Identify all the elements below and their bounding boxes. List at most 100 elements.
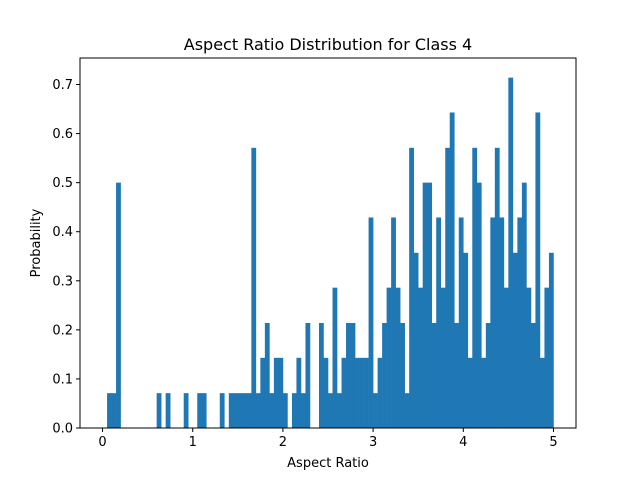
histogram-bar <box>355 357 360 428</box>
histogram-bar <box>278 357 284 428</box>
histogram-bar <box>219 393 225 428</box>
histogram-bar <box>503 287 509 428</box>
histogram-bar <box>526 287 532 428</box>
histogram-bar <box>490 217 496 428</box>
histogram-bar <box>467 357 473 428</box>
histogram-bar <box>413 252 419 428</box>
histogram-bar <box>463 252 469 428</box>
histogram-bar <box>472 147 478 429</box>
histogram-bar <box>544 287 550 428</box>
histogram-bar <box>260 357 266 428</box>
histogram-bar <box>328 393 333 428</box>
histogram-bar <box>107 393 112 428</box>
histogram-bar <box>156 393 162 428</box>
histogram-bar <box>454 322 460 428</box>
histogram-bar <box>391 217 396 428</box>
histogram-bar <box>530 322 536 428</box>
histogram-bar <box>296 357 302 428</box>
x-tick-label: 0 <box>98 435 106 450</box>
histogram-bar <box>305 322 311 428</box>
y-ticks-group: 0.0 0.1 0.2 0.3 0.4 0.5 0.6 0.7 <box>52 78 80 437</box>
chart-title: Aspect Ratio Distribution for Class 4 <box>184 35 472 54</box>
histogram-bar <box>539 357 545 428</box>
histogram-bar <box>364 357 369 428</box>
y-tick-label: 0.7 <box>52 78 73 93</box>
histogram-bar <box>418 287 423 428</box>
y-tick-label: 0.2 <box>52 323 73 338</box>
x-tick-label: 5 <box>549 435 557 450</box>
histogram-bar <box>269 393 275 428</box>
y-tick-label: 0.6 <box>52 127 73 142</box>
axes-frame <box>79 57 577 429</box>
histogram-bar <box>242 393 248 428</box>
histogram-bar <box>251 147 257 429</box>
histogram-bar <box>359 357 365 428</box>
y-axis-label: Probability <box>29 208 44 277</box>
bars-group <box>107 77 554 429</box>
x-tick-label: 3 <box>369 435 377 450</box>
histogram-bar <box>548 252 554 428</box>
x-tick-label: 1 <box>189 435 197 450</box>
histogram-bar <box>350 322 356 428</box>
histogram-bar <box>332 287 338 428</box>
histogram-bar <box>368 217 374 428</box>
histogram-bar <box>233 393 239 428</box>
histogram-bar <box>431 322 437 428</box>
y-tick-label: 0.3 <box>52 274 73 289</box>
histogram-bar <box>476 182 482 428</box>
histogram-bar <box>440 287 446 428</box>
x-ticks-group: 0 1 2 3 4 5 <box>98 428 558 450</box>
histogram-bar <box>228 393 234 428</box>
histogram-bar <box>494 147 500 429</box>
histogram-bar <box>404 393 410 428</box>
histogram-bar <box>499 217 505 428</box>
histogram-bar <box>400 322 405 428</box>
histogram-bar <box>481 357 487 428</box>
histogram-bar <box>422 182 428 428</box>
histogram-bar <box>521 182 527 428</box>
histogram-bar <box>165 393 171 428</box>
histogram-bar <box>427 182 433 428</box>
histogram-bar <box>395 287 401 428</box>
histogram-bar <box>337 393 342 428</box>
histogram-bar <box>255 393 261 428</box>
histogram-bar <box>282 393 288 428</box>
histogram-bar <box>341 357 347 428</box>
histogram-bar <box>201 393 207 428</box>
histogram-bar <box>323 357 329 428</box>
histogram-bar <box>512 252 518 428</box>
histogram-bar <box>246 393 252 428</box>
x-tick-label: 4 <box>459 435 467 450</box>
histogram-bar <box>116 182 121 428</box>
histogram-bar <box>264 322 270 428</box>
y-tick-label: 0.1 <box>52 372 73 387</box>
histogram-bar <box>508 77 514 428</box>
histogram-bar <box>409 147 414 429</box>
x-tick-label: 2 <box>279 435 287 450</box>
histogram-bar <box>183 393 189 428</box>
histogram-bar <box>517 217 523 428</box>
histogram-bar <box>485 322 491 428</box>
histogram-bar <box>535 112 541 428</box>
histogram-bar <box>445 147 451 429</box>
histogram-bar <box>291 393 297 428</box>
histogram-bar <box>273 357 279 428</box>
histogram-bar <box>458 217 464 428</box>
histogram-bar <box>300 393 306 428</box>
x-axis-label: Aspect Ratio <box>287 456 369 471</box>
histogram-bar <box>436 217 442 428</box>
histogram-bar <box>346 322 351 428</box>
histogram-bar <box>237 393 243 428</box>
histogram-bar <box>318 322 324 428</box>
histogram-bar <box>449 112 455 428</box>
histogram-bar <box>111 393 117 428</box>
y-tick-label: 0.0 <box>52 422 73 437</box>
histogram-bar <box>382 322 387 428</box>
histogram-bar <box>197 393 203 428</box>
histogram-bar <box>386 287 392 428</box>
histogram-bar <box>373 393 378 428</box>
y-tick-label: 0.4 <box>52 225 73 240</box>
y-tick-label: 0.5 <box>52 176 73 191</box>
histogram-bar <box>377 357 383 428</box>
